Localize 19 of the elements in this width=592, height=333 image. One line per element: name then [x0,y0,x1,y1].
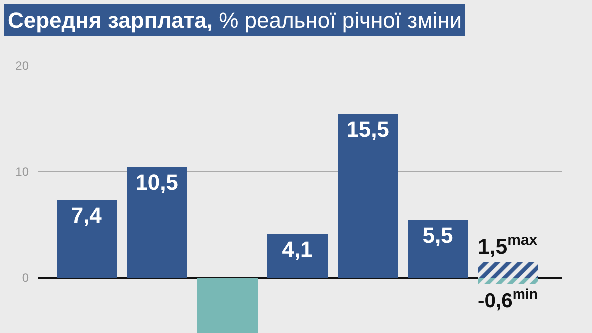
y-tick-label: 10 [16,165,30,180]
bar [127,167,187,278]
data-label: 7,4 [71,203,103,228]
data-label: 10,5 [136,170,178,195]
bar [478,278,538,284]
bar [197,278,258,333]
chart-title: Середня зарплата, % реальної річної зміни [8,8,462,33]
bar [57,200,117,278]
bar [338,114,398,278]
bar [478,262,538,278]
data-label: 15,5 [346,117,390,142]
data-label: 4,1 [282,237,313,262]
y-tick-label: 20 [16,59,30,74]
y-tick-label: 0 [22,271,30,286]
bar [408,220,468,278]
data-label: 1,5$^{max}$ [478,232,538,260]
bar [267,234,328,278]
data-label: 5,5 [422,223,454,248]
data-label: -0,6$^{min}$ [478,286,538,312]
